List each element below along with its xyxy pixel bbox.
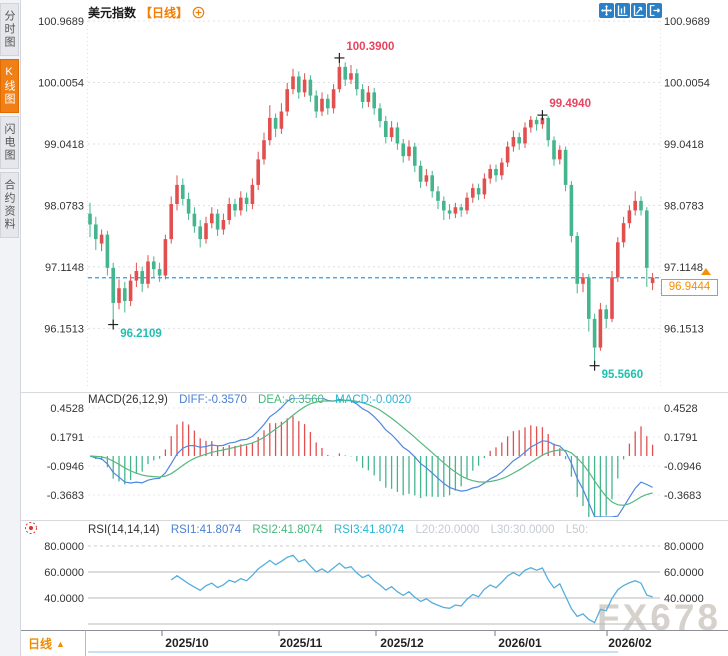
- rsi1-value: RSI1:41.8074: [170, 524, 242, 536]
- y-axis-scale-icon[interactable]: [615, 3, 630, 18]
- svg-text:98.0783: 98.0783: [664, 200, 704, 212]
- symbol-title: 美元指数: [88, 5, 137, 20]
- svg-text:99.0418: 99.0418: [664, 139, 704, 151]
- macd-histogram-group: [95, 416, 654, 517]
- svg-text:96.1513: 96.1513: [664, 323, 704, 335]
- candles-group: [88, 57, 655, 366]
- svg-text:80.0000: 80.0000: [664, 541, 704, 553]
- svg-text:40.0000: 40.0000: [44, 593, 84, 605]
- rsi3-value: RSI3:41.8074: [333, 524, 405, 536]
- chart-title-bar: 美元指数 【日线】: [88, 4, 205, 20]
- price-up-arrow-icon: [701, 267, 711, 275]
- indicator-target-icon[interactable]: [23, 520, 39, 536]
- svg-text:0.1791: 0.1791: [664, 432, 698, 444]
- annotation-high-2: 99.4940: [549, 98, 591, 111]
- rsi2-value: RSI2:41.8074: [252, 524, 323, 536]
- svg-text:0.4528: 0.4528: [664, 403, 698, 415]
- chart-type-sidebar: 分时图 K线图 闪电图 合约资料: [0, 0, 21, 656]
- sidebar-tab-contract-info[interactable]: 合约资料: [0, 172, 19, 238]
- svg-text:-0.3683: -0.3683: [664, 490, 701, 502]
- watermark: FX678: [597, 597, 722, 638]
- rsi-line: [170, 554, 653, 624]
- exit-chart-icon[interactable]: [647, 3, 662, 18]
- x-axis-month-label: 2026/02: [608, 636, 652, 650]
- period-tag: 【日线】: [140, 5, 189, 20]
- macd-bar-value: MACD:-0.0020: [335, 394, 412, 406]
- svg-text:100.0054: 100.0054: [664, 77, 710, 89]
- dropdown-up-icon: ▲: [56, 638, 65, 649]
- svg-text:98.0783: 98.0783: [44, 200, 84, 212]
- svg-text:60.0000: 60.0000: [44, 567, 84, 579]
- annotation-low-1: 96.2109: [120, 327, 162, 340]
- rsi-title: RSI(14,14,14): [88, 524, 160, 536]
- svg-text:100.9689: 100.9689: [38, 16, 84, 28]
- macd-dea-value: DEA:-0.3560: [258, 394, 324, 406]
- svg-text:-0.0946: -0.0946: [664, 461, 701, 473]
- macd-lines-group: [89, 398, 653, 517]
- sidebar-tab-lightning-chart[interactable]: 闪电图: [0, 116, 19, 169]
- x-axis-month-label: 2025/12: [380, 636, 424, 650]
- x-axis-month-label: 2025/10: [165, 636, 209, 650]
- svg-text:97.1148: 97.1148: [664, 262, 703, 274]
- period-selector[interactable]: 日线 ▲: [28, 635, 65, 652]
- macd-header: MACD(26,12,9) DIFF:-0.3570 DEA:-0.3560 M…: [88, 394, 411, 406]
- chart-pointer-icon[interactable]: [631, 3, 646, 18]
- rsi-l20-value: L20:20.0000: [415, 524, 480, 536]
- chart-toolbar: [599, 3, 662, 18]
- rsi-header: RSI(14,14,14) RSI1:41.8074 RSI2:41.8074 …: [88, 524, 588, 536]
- macd-title: MACD(26,12,9): [88, 394, 168, 406]
- svg-text:0.4528: 0.4528: [50, 403, 84, 415]
- period-label: 日线: [28, 637, 53, 651]
- svg-text:99.0418: 99.0418: [44, 139, 84, 151]
- svg-text:0.1791: 0.1791: [50, 432, 84, 444]
- svg-text:100.9689: 100.9689: [664, 16, 710, 28]
- svg-text:-0.3683: -0.3683: [47, 490, 84, 502]
- rsi-l50-value: L50:: [565, 524, 589, 536]
- svg-text:96.1513: 96.1513: [44, 323, 84, 335]
- current-price-tag: 96.9444: [661, 278, 718, 296]
- annotation-low-2: 95.5660: [601, 368, 644, 381]
- svg-text:60.0000: 60.0000: [664, 567, 704, 579]
- rsi-l30-value: L30:30.0000: [490, 524, 555, 536]
- sidebar-tab-time-chart[interactable]: 分时图: [0, 3, 19, 56]
- svg-text:-0.0946: -0.0946: [47, 461, 84, 473]
- x-axis-month-label: 2026/01: [498, 636, 542, 650]
- pan-crosshair-icon[interactable]: [599, 3, 614, 18]
- annotation-high-1: 100.3900: [346, 40, 395, 53]
- macd-diff-value: DIFF:-0.3570: [179, 394, 247, 406]
- x-axis-month-label: 2025/11: [280, 636, 323, 650]
- circle-plus-icon[interactable]: [192, 6, 205, 19]
- svg-text:97.1148: 97.1148: [45, 262, 84, 274]
- svg-text:40.0000: 40.0000: [664, 593, 704, 605]
- sidebar-tab-kline-chart[interactable]: K线图: [0, 59, 19, 113]
- svg-text:100.0054: 100.0054: [38, 77, 84, 89]
- svg-text:80.0000: 80.0000: [44, 541, 84, 553]
